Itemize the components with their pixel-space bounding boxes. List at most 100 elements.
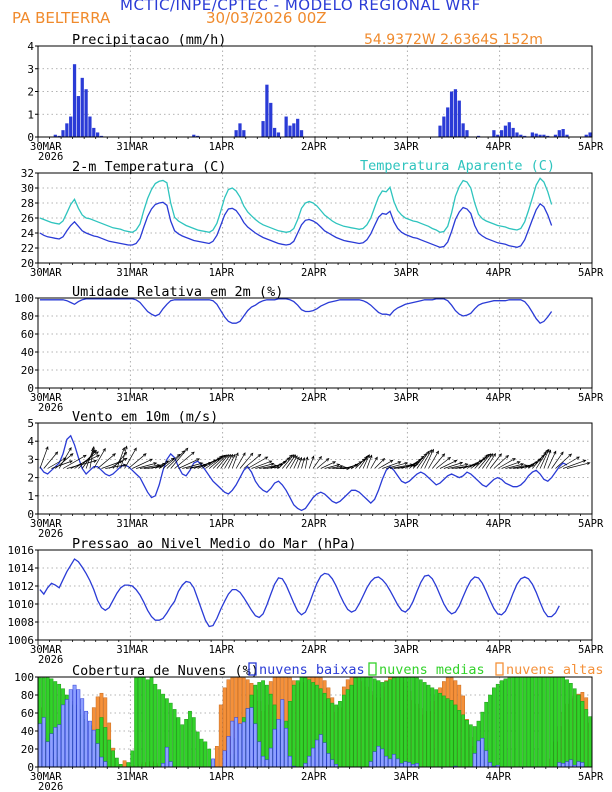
y-tick-label: 20 <box>21 257 34 270</box>
wind-arrow <box>170 447 189 469</box>
y-tick-label: 1010 <box>8 598 35 611</box>
precip-bar <box>292 123 296 137</box>
wind-arrow <box>251 460 273 469</box>
wind-arrow <box>420 449 432 469</box>
cloud-bar-medias <box>103 727 108 768</box>
precip-bar <box>561 129 565 137</box>
wind-arrow <box>374 458 386 469</box>
cloud-bar-baixas <box>399 763 404 768</box>
cloud-bar-baixas <box>311 747 315 768</box>
x-tick-label: 2APR <box>301 141 327 153</box>
cloud-bar-medias <box>184 719 188 768</box>
x-tick-label: 5APR <box>578 518 604 530</box>
cloud-bar-medias <box>415 677 419 768</box>
x-tick-label: 31MAR <box>116 392 148 404</box>
cloud-bar-baixas <box>99 756 104 768</box>
y-tick-label: 30 <box>21 182 34 195</box>
precip-bar <box>69 116 73 137</box>
wind-arrow <box>482 453 494 469</box>
cloud-bar-medias <box>580 701 585 768</box>
wind-arrow <box>497 458 516 469</box>
wind-arrow <box>97 453 116 469</box>
cloud-bar-medias <box>365 676 369 768</box>
precip-bar <box>534 133 538 137</box>
x-tick-label: 31MAR <box>116 267 148 279</box>
wind-arrow <box>155 460 169 469</box>
cloud-bar-baixas <box>257 741 262 768</box>
y-tick-label: 1006 <box>8 634 35 647</box>
panel-title: Pressao ao Nivel Medio do Mar (hPa) <box>72 536 356 552</box>
cloud-bar-medias <box>542 676 546 768</box>
wind-arrow <box>355 456 368 469</box>
temp-line <box>39 201 553 248</box>
panel-2: 20 22 24 26 28 30 32 30MAR 31MAR 1APR 2APR 3APR 4APR… <box>21 158 604 279</box>
cloud-bar-baixas <box>368 761 373 768</box>
panel-1: 0 1 2 3 4 30MAR 31MAR 1APR 2APR 3APR 4APR 5APR 2026 P… <box>27 32 604 163</box>
precip-bar <box>461 123 465 137</box>
x-tick-label: 5APR <box>578 141 604 153</box>
wind-arrow <box>93 447 106 469</box>
cloud-bar-medias <box>568 683 573 768</box>
y-tick-label: 80 <box>21 689 34 702</box>
precip-bar <box>499 130 504 137</box>
cloud-bar-baixas <box>322 742 327 768</box>
precip-bar <box>438 125 442 137</box>
cloud-bar-medias <box>180 724 185 768</box>
precip-bar <box>234 130 238 137</box>
precip-bar <box>53 134 57 137</box>
cloud-bar-baixas <box>261 755 265 768</box>
cloud-bar-medias <box>534 676 539 768</box>
cloud-bar-baixas <box>488 762 492 768</box>
wind-arrow <box>43 451 59 469</box>
y-tick-label: 5 <box>27 417 34 430</box>
x-tick-label: 2APR <box>301 518 327 530</box>
cloud-bar-medias <box>461 714 465 768</box>
cloud-bar-medias <box>114 757 119 768</box>
panel-title: 2-m Temperatura (C) <box>72 159 226 175</box>
cloud-bar-medias <box>549 676 554 768</box>
panel-title: Precipitacao (mm/h) <box>72 32 226 48</box>
x-tick-label: 31MAR <box>116 771 148 783</box>
cloud-bar-baixas <box>280 699 285 768</box>
wind-arrow <box>435 456 452 469</box>
cloud-bar-medias <box>130 750 135 768</box>
wind-arrow <box>378 459 394 469</box>
precip-bar <box>84 89 88 137</box>
cloud-bar-medias <box>157 689 162 768</box>
cloud-bar-medias <box>195 731 200 768</box>
wind-arrow <box>58 446 72 469</box>
wind-arrow <box>89 446 95 469</box>
precip-bar <box>476 135 481 137</box>
legend-box-1 <box>368 662 377 676</box>
cloud-bar-baixas <box>272 728 277 768</box>
cloud-bar-baixas <box>407 762 412 768</box>
precip-bar <box>515 132 519 137</box>
cloud-bar-medias <box>338 701 342 768</box>
precip-bar <box>72 64 77 137</box>
cloud-bar-medias <box>503 678 508 768</box>
cloud-bar-baixas <box>245 708 250 768</box>
cloud-bar-medias <box>538 676 542 768</box>
precip-bar <box>296 118 300 137</box>
precip-bar <box>449 91 454 137</box>
x-tick-label: 30MAR <box>30 392 62 404</box>
wind-arrow <box>132 458 153 469</box>
cloud-bar-medias <box>176 717 181 768</box>
x-tick-label: 31MAR <box>116 141 148 153</box>
wind-arrow <box>212 454 228 469</box>
x-tick-label: 2APR <box>301 392 327 404</box>
cloud-bar-medias <box>138 676 142 768</box>
cloud-bar-medias <box>576 694 581 768</box>
x-tick-label: 2APR <box>301 771 327 783</box>
cloud-bar-medias <box>407 676 412 768</box>
cloud-bar-baixas <box>161 763 165 768</box>
wind-arrow <box>231 452 239 469</box>
cloud-bar-baixas <box>284 728 289 768</box>
wind-arrow <box>328 464 344 469</box>
y-tick-label: 1012 <box>8 580 35 593</box>
wind-arrow <box>366 454 373 469</box>
cloud-bar-medias <box>418 679 423 768</box>
wind-arrow <box>308 455 315 469</box>
wind-arrow <box>370 456 378 469</box>
apparent-temp-line <box>39 177 553 233</box>
